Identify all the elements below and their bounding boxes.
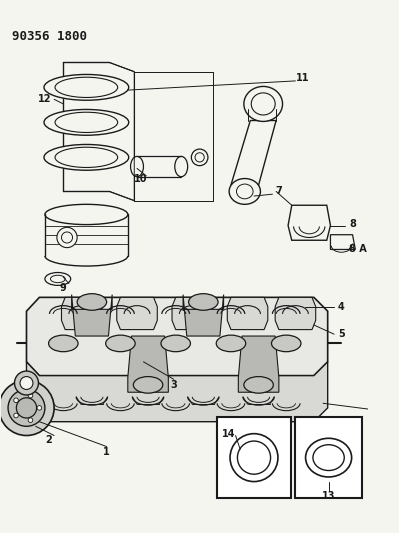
Ellipse shape xyxy=(106,335,135,352)
Text: 8 A: 8 A xyxy=(349,245,367,254)
Ellipse shape xyxy=(45,204,128,224)
Text: 2: 2 xyxy=(45,435,52,445)
Ellipse shape xyxy=(192,149,208,166)
Ellipse shape xyxy=(50,275,65,282)
Ellipse shape xyxy=(45,272,71,285)
Polygon shape xyxy=(26,297,328,376)
Text: 8: 8 xyxy=(349,219,356,229)
Ellipse shape xyxy=(271,335,301,352)
Polygon shape xyxy=(183,295,223,336)
Polygon shape xyxy=(117,297,157,329)
Text: 11: 11 xyxy=(296,73,310,83)
Text: 6: 6 xyxy=(398,408,399,417)
Ellipse shape xyxy=(57,228,77,248)
Ellipse shape xyxy=(229,179,261,204)
Ellipse shape xyxy=(161,335,190,352)
Polygon shape xyxy=(128,336,168,392)
Ellipse shape xyxy=(49,335,78,352)
Ellipse shape xyxy=(44,144,129,170)
Polygon shape xyxy=(26,362,328,422)
Ellipse shape xyxy=(216,335,246,352)
Text: 7: 7 xyxy=(275,187,282,197)
Ellipse shape xyxy=(44,75,129,100)
Text: 1: 1 xyxy=(103,447,110,457)
Ellipse shape xyxy=(55,77,118,98)
Ellipse shape xyxy=(251,93,275,115)
Ellipse shape xyxy=(77,294,107,310)
Polygon shape xyxy=(231,120,276,185)
Ellipse shape xyxy=(14,371,38,395)
Ellipse shape xyxy=(237,441,271,474)
Ellipse shape xyxy=(237,184,253,199)
Text: 9: 9 xyxy=(60,283,67,293)
Text: 10: 10 xyxy=(134,174,148,184)
Ellipse shape xyxy=(55,112,118,133)
Ellipse shape xyxy=(130,156,144,177)
Ellipse shape xyxy=(306,438,352,477)
Bar xyxy=(295,417,362,498)
Ellipse shape xyxy=(20,377,33,390)
Polygon shape xyxy=(288,205,330,240)
Text: 14: 14 xyxy=(222,429,236,439)
Ellipse shape xyxy=(195,153,204,162)
Ellipse shape xyxy=(133,377,163,393)
Ellipse shape xyxy=(14,413,18,418)
Ellipse shape xyxy=(8,390,45,426)
Ellipse shape xyxy=(55,147,118,167)
Ellipse shape xyxy=(313,445,344,471)
Polygon shape xyxy=(71,295,112,336)
Bar xyxy=(217,417,291,498)
Polygon shape xyxy=(172,297,213,329)
Ellipse shape xyxy=(28,418,33,423)
Polygon shape xyxy=(227,297,268,329)
Polygon shape xyxy=(238,336,279,392)
Text: 3: 3 xyxy=(170,380,177,390)
Polygon shape xyxy=(275,297,316,329)
Text: 5: 5 xyxy=(338,329,345,339)
Ellipse shape xyxy=(244,377,273,393)
Ellipse shape xyxy=(28,393,33,398)
Ellipse shape xyxy=(37,406,41,410)
Ellipse shape xyxy=(61,232,73,243)
Ellipse shape xyxy=(16,398,37,418)
Ellipse shape xyxy=(14,398,18,402)
Ellipse shape xyxy=(175,156,188,177)
Polygon shape xyxy=(61,297,102,329)
Ellipse shape xyxy=(230,434,278,482)
Ellipse shape xyxy=(189,294,218,310)
Ellipse shape xyxy=(244,86,282,122)
Text: 4: 4 xyxy=(338,302,345,312)
Text: 12: 12 xyxy=(38,94,51,104)
Ellipse shape xyxy=(0,380,54,435)
Polygon shape xyxy=(330,235,356,249)
Ellipse shape xyxy=(44,109,129,135)
Text: 90356 1800: 90356 1800 xyxy=(12,30,87,43)
Text: 13: 13 xyxy=(322,491,335,502)
